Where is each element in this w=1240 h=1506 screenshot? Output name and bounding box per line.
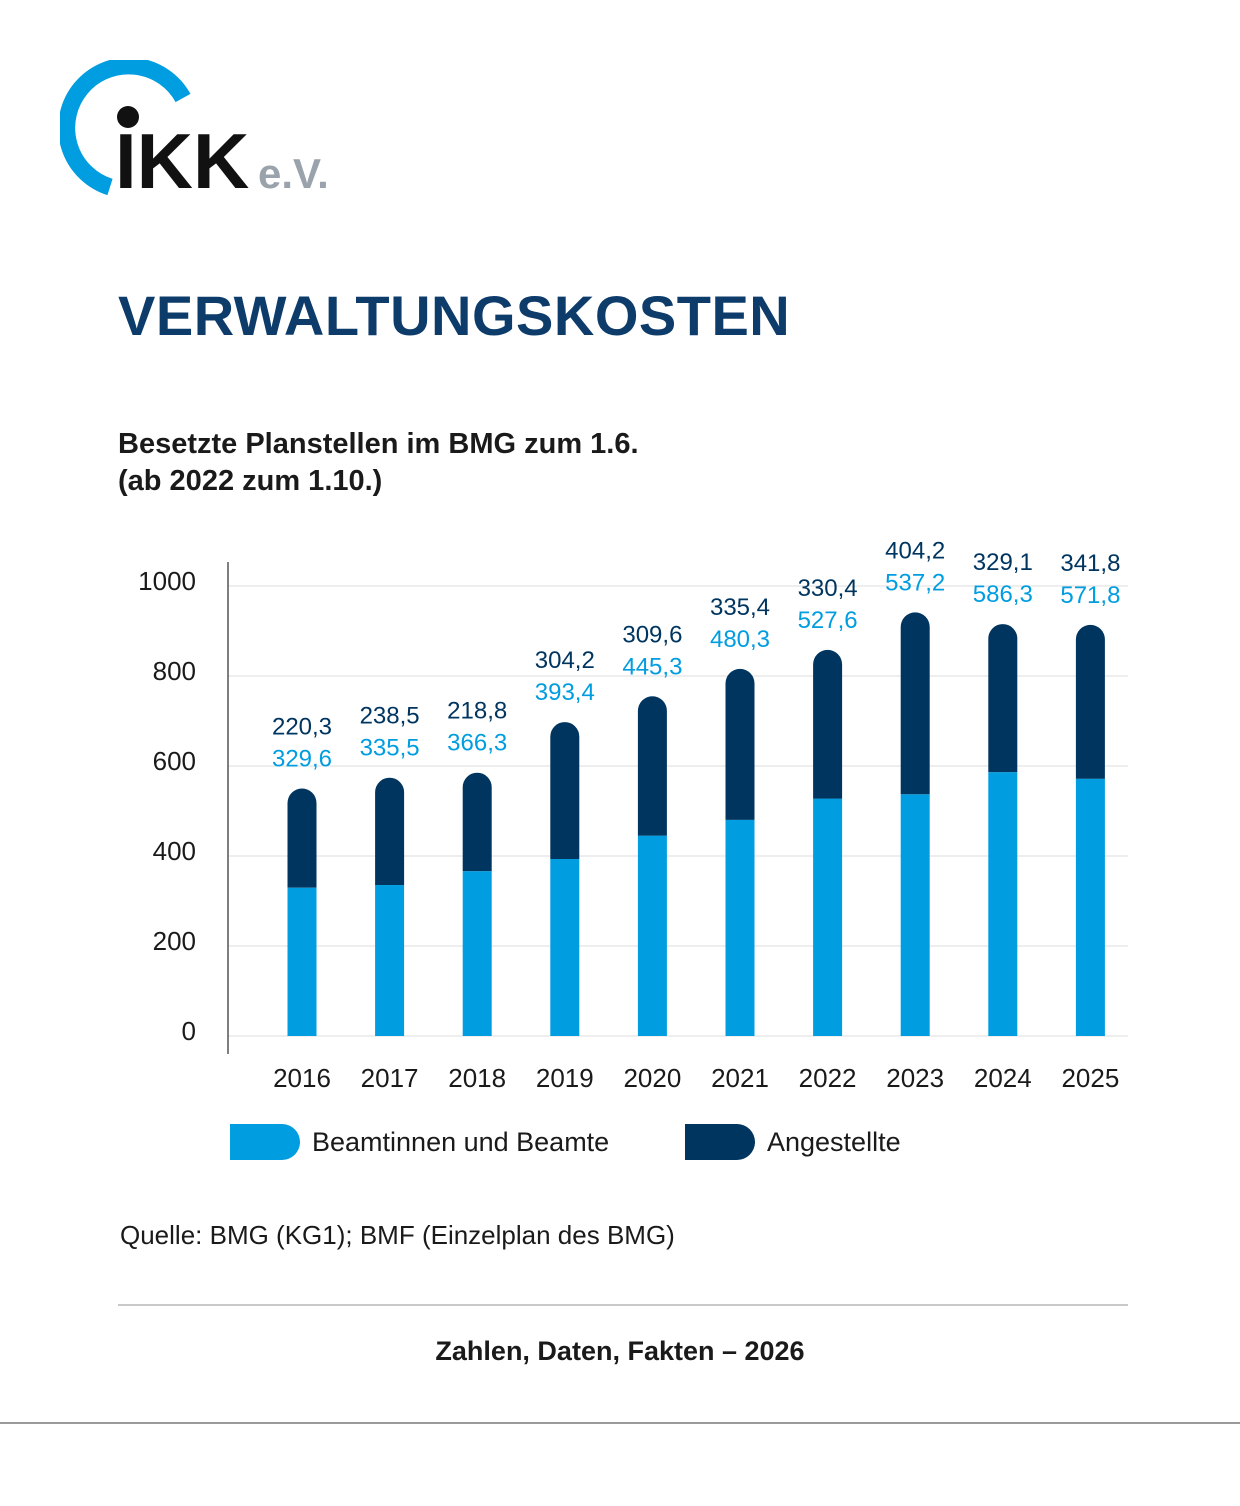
data-label-beamte: 445,3	[622, 653, 682, 680]
x-tick-label: 2018	[448, 1063, 506, 1093]
data-label-angestellte: 341,8	[1060, 550, 1120, 577]
bar-angestellte	[637, 696, 667, 836]
logo-ring	[60, 60, 191, 196]
divider	[118, 1304, 1128, 1306]
x-tick-label: 2019	[536, 1063, 594, 1093]
bar-beamte	[988, 772, 1018, 1036]
bar-angestellte	[900, 612, 930, 795]
bar-beamte	[375, 885, 405, 1036]
footer-text: Zahlen, Daten, Fakten – 2026	[435, 1336, 805, 1366]
bar-beamte	[813, 798, 843, 1036]
bar-beamte	[287, 887, 317, 1036]
data-label-angestellte: 238,5	[360, 703, 420, 730]
data-label-beamte: 586,3	[973, 581, 1033, 608]
data-label-beamte: 393,4	[535, 679, 595, 706]
bar-angestellte	[813, 649, 843, 799]
bar-angestellte	[375, 777, 405, 886]
legend-item-beamte: Beamtinnen und Beamte	[230, 1122, 609, 1162]
bar-angestellte	[1075, 624, 1105, 779]
data-label-angestellte: 329,1	[973, 549, 1033, 576]
y-tick-label: 0	[182, 1016, 196, 1046]
logo-brand: IKK	[115, 117, 249, 200]
x-tick-label: 2024	[974, 1063, 1032, 1093]
bar-angestellte	[287, 788, 317, 888]
stacked-bar-chart: 0 200 400 600 800 1000 220,3 329,6 2016 238,5 335,…	[138, 537, 1128, 1093]
data-label-angestellte: 335,4	[710, 594, 770, 621]
x-tick-label: 2020	[623, 1063, 681, 1093]
bar-beamte	[900, 794, 930, 1036]
data-label-angestellte: 309,6	[622, 621, 682, 648]
y-tick-label: 1000	[138, 566, 196, 596]
data-label-beamte: 537,2	[885, 569, 945, 596]
y-tick-label: 200	[153, 926, 196, 956]
x-tick-label: 2016	[273, 1063, 331, 1093]
x-tick-label: 2022	[799, 1063, 857, 1093]
data-label-beamte: 527,6	[798, 607, 858, 634]
data-label-beamte: 329,6	[272, 746, 332, 773]
bar-beamte	[550, 858, 580, 1036]
bar-beamte	[1075, 778, 1105, 1036]
chart-subtitle: Besetzte Planstellen im BMG zum 1.6. (ab…	[118, 426, 639, 500]
x-tick-label: 2023	[886, 1063, 944, 1093]
logo-suffix: e.V.	[258, 150, 329, 197]
y-tick-label: 600	[153, 746, 196, 776]
legend-label-beamte: Beamtinnen und Beamte	[312, 1126, 610, 1157]
bar-beamte	[462, 871, 492, 1036]
y-tick-label: 400	[153, 836, 196, 866]
bar-beamte	[637, 835, 667, 1036]
data-label-angestellte: 304,2	[535, 647, 595, 674]
subtitle-line-1: Besetzte Planstellen im BMG zum 1.6.	[118, 428, 639, 460]
source-note: Quelle: BMG (KG1); BMF (Einzelplan des B…	[120, 1220, 675, 1250]
legend-swatch-beamte	[230, 1124, 300, 1160]
ikk-logo: IKK e.V.	[60, 60, 329, 200]
bar-angestellte	[725, 668, 755, 820]
data-label-beamte: 366,3	[447, 730, 507, 757]
data-label-angestellte: 330,4	[798, 575, 858, 602]
bar-beamte	[725, 819, 755, 1036]
logo-dot	[117, 106, 139, 128]
x-tick-label: 2021	[711, 1063, 769, 1093]
data-label-angestellte: 218,8	[447, 698, 507, 725]
page-title: VERWALTUNGSKOSTEN	[118, 284, 791, 347]
legend-swatch-angestellte	[685, 1124, 755, 1160]
bar-angestellte	[462, 772, 492, 872]
y-tick-label: 800	[153, 656, 196, 686]
legend-item-angestellte: Angestellte	[685, 1122, 901, 1162]
data-label-beamte: 335,5	[360, 735, 420, 762]
legend-label-angestellte: Angestellte	[767, 1126, 901, 1157]
x-tick-label: 2017	[361, 1063, 419, 1093]
bar-angestellte	[550, 722, 580, 859]
bottom-divider	[0, 1422, 1240, 1424]
bar-angestellte	[988, 624, 1018, 773]
data-label-beamte: 480,3	[710, 626, 770, 653]
subtitle-line-2: (ab 2022 zum 1.10.)	[118, 465, 383, 497]
x-tick-label: 2025	[1061, 1063, 1119, 1093]
data-label-angestellte: 220,3	[272, 714, 332, 741]
data-label-angestellte: 404,2	[885, 537, 945, 564]
data-label-beamte: 571,8	[1060, 582, 1120, 609]
